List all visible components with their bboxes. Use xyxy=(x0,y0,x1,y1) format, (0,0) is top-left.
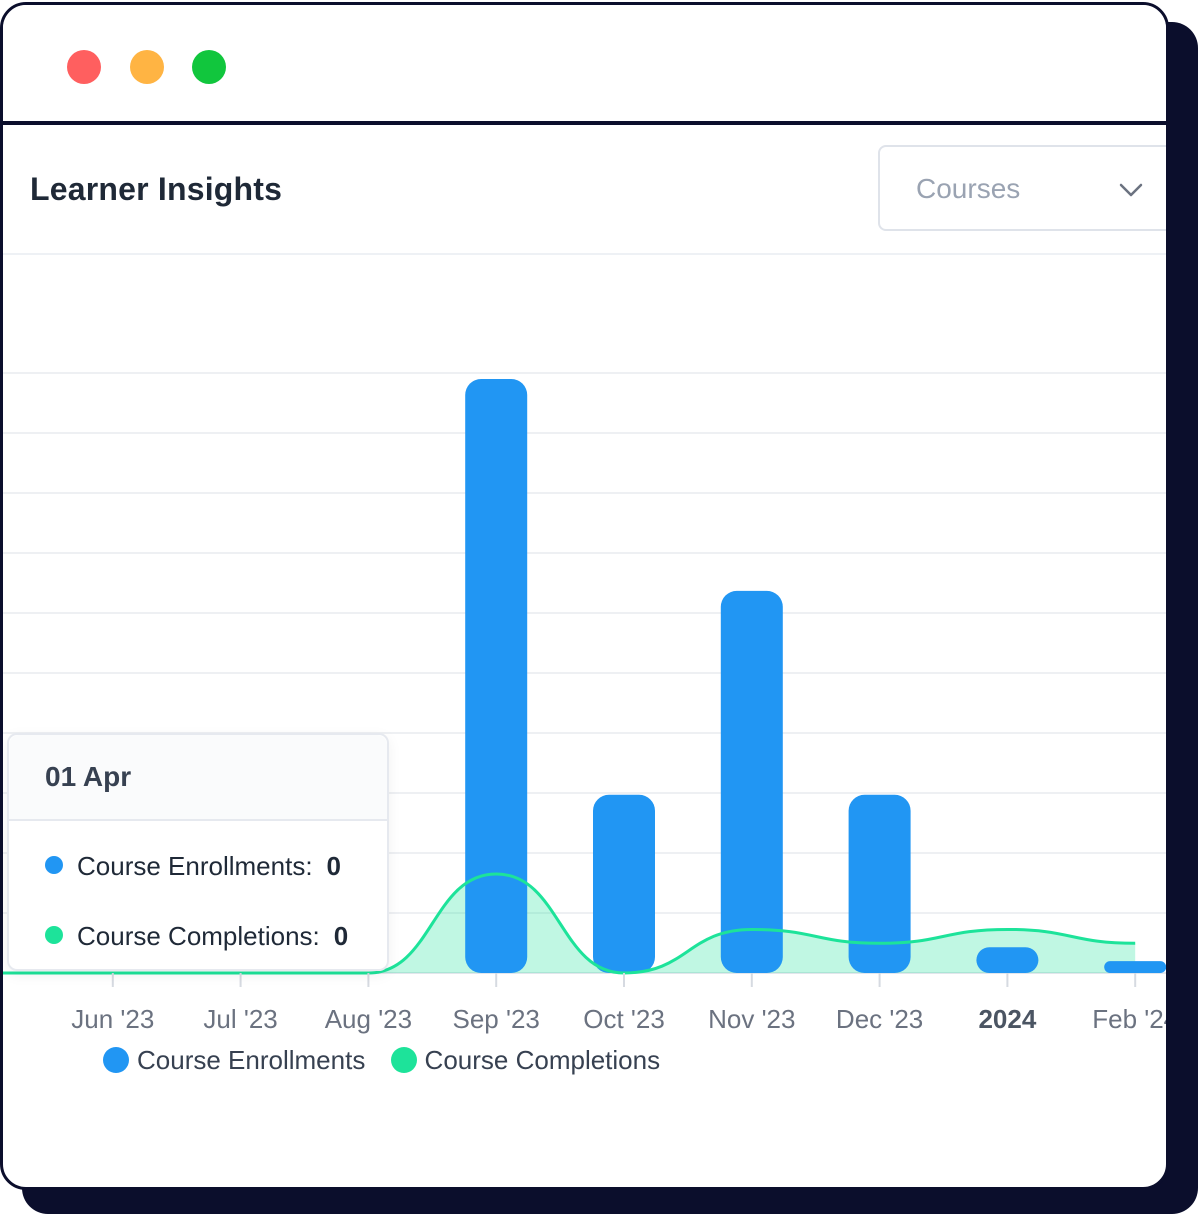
completions-line xyxy=(3,872,1136,975)
x-tick-label: Aug '23 xyxy=(325,1004,412,1034)
x-tick-label: Jul '23 xyxy=(203,1004,277,1034)
enrollment-bar-7 xyxy=(848,794,911,973)
close-window-button[interactable] xyxy=(67,50,101,84)
enrollment-bars xyxy=(465,379,1166,973)
chevron-down-icon xyxy=(1119,183,1143,197)
card-title: Learner Insights xyxy=(30,171,283,207)
x-tick-label: Jun '23 xyxy=(71,1004,154,1034)
x-tick-label: Oct '23 xyxy=(583,1004,665,1034)
tooltip-header xyxy=(9,735,387,821)
x-tick-label: Sep '23 xyxy=(453,1004,540,1034)
legend-label: Course Completions xyxy=(424,1045,661,1075)
header-divider xyxy=(3,253,1166,255)
x-tick-label: Feb '24 xyxy=(1092,1004,1169,1034)
x-tick-label: 2024 xyxy=(978,1004,1036,1034)
legend-label: Course Enrollments xyxy=(137,1045,366,1075)
chart-legend: Course Enrollments Course Completions xyxy=(103,1045,678,1076)
x-tick-label: Dec '23 xyxy=(836,1004,923,1034)
legend-marker-icon xyxy=(390,1047,417,1074)
x-tick-label: Nov '23 xyxy=(708,1004,795,1034)
completions-marker-icon xyxy=(45,926,63,945)
tooltip-label: Course Completions: xyxy=(77,921,320,951)
tooltip-date: 01 Apr xyxy=(45,761,132,792)
chart-tooltip: 01 Apr Course Enrollments: 0 Course Compl… xyxy=(7,733,389,971)
tooltip-value: 0 xyxy=(333,921,349,951)
enrollment-bar-4 xyxy=(465,379,528,973)
legend-marker-icon xyxy=(103,1047,129,1074)
legend-item-enrollments[interactable]: Course Enrollments xyxy=(103,1045,365,1076)
enrollment-bar-6 xyxy=(720,590,783,973)
completions-line-path xyxy=(3,872,1136,975)
tooltip-row-completions: Course Completions: 0 xyxy=(45,921,348,952)
minimize-window-button[interactable] xyxy=(130,50,164,84)
enrollment-bar-5 xyxy=(593,794,655,973)
title-bar xyxy=(3,5,1166,125)
legend-item-completions[interactable]: Course Completions xyxy=(390,1045,661,1076)
tooltip-row-enrollments: Course Enrollments: 0 xyxy=(45,851,341,882)
maximize-window-button[interactable] xyxy=(192,50,226,84)
enrollment-bar-9 xyxy=(1104,961,1166,973)
enrollment-bar-8 xyxy=(976,947,1039,973)
courses-select[interactable]: Courses xyxy=(878,145,1166,231)
select-value: Courses xyxy=(916,173,1021,204)
tooltip-label: Course Enrollments: xyxy=(77,851,313,881)
enrollments-marker-icon xyxy=(45,856,63,875)
tooltip-value: 0 xyxy=(326,851,342,881)
